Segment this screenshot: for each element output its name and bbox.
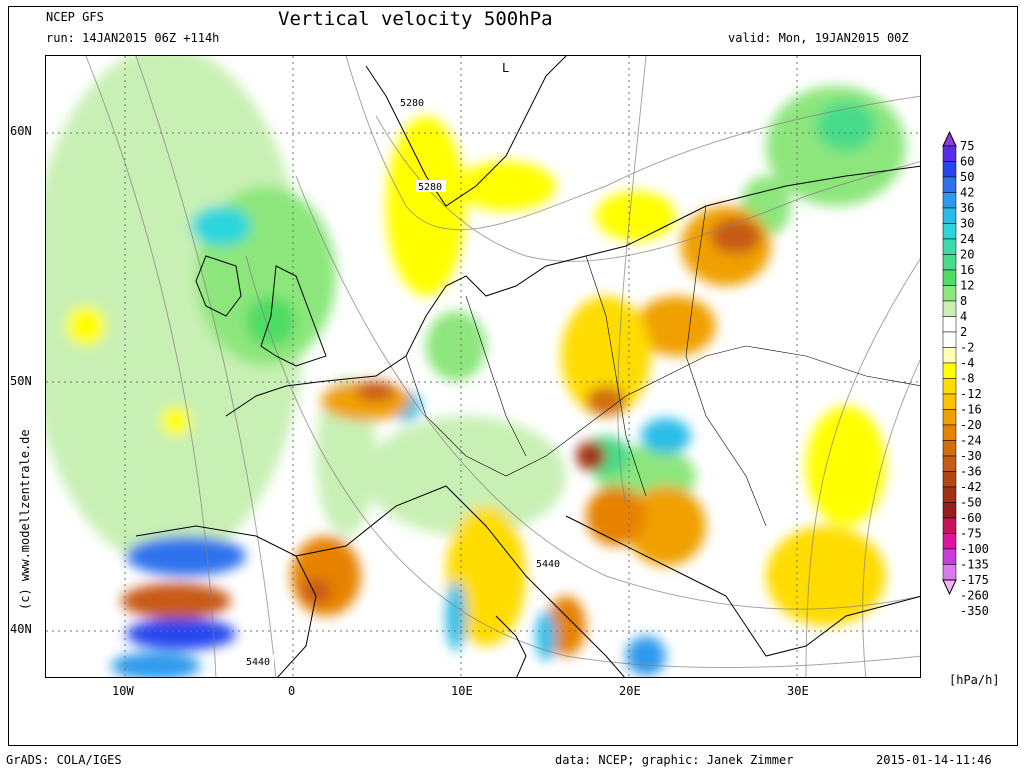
colorbar-swatch <box>942 424 957 441</box>
contour-label-5280-b: 5280 <box>418 182 442 193</box>
colorbar-swatch <box>942 176 957 193</box>
figure-frame <box>8 6 1018 746</box>
x-tick-0: 0 <box>288 684 296 698</box>
contour-label-5440-b: 5440 <box>246 657 270 668</box>
x-tick-10w: 10W <box>112 684 134 698</box>
colorbar-tick-label: -20 <box>960 418 982 432</box>
valid-time: valid: Mon, 19JAN2015 00Z <box>728 31 909 45</box>
colorbar-swatch <box>942 254 957 271</box>
coastlines <box>135 56 920 677</box>
colorbar-tick-label: 24 <box>960 232 974 246</box>
colorbar-tick-label: 8 <box>960 294 967 308</box>
colorbar-swatch <box>942 564 957 581</box>
colorbar-swatch <box>942 486 957 503</box>
colorbar-swatch <box>942 502 957 519</box>
contour-label-5440-a: 5440 <box>536 559 560 570</box>
colorbar-top-arrow <box>942 130 957 147</box>
colorbar-swatch <box>942 409 957 426</box>
colorbar-bottom-arrow <box>942 579 957 596</box>
colorbar-swatch <box>942 517 957 534</box>
colorbar-swatch <box>942 471 957 488</box>
colorbar-tick-label: -24 <box>960 434 982 448</box>
footer-credits: data: NCEP; graphic: Janek Zimmer <box>555 753 794 767</box>
colorbar-swatch <box>942 223 957 240</box>
colorbar-swatch <box>942 161 957 178</box>
colorbar-swatch <box>942 238 957 255</box>
low-pressure-marker: L <box>502 61 509 75</box>
y-tick-50n: 50N <box>10 374 32 388</box>
colorbar-unit: [hPa/h] <box>949 673 1000 687</box>
colorbar-swatch <box>942 440 957 457</box>
colorbar-tick-label: -75 <box>960 527 982 541</box>
colorbar-swatch <box>942 548 957 565</box>
colorbar-tick-label: -12 <box>960 387 982 401</box>
colorbar-tick-label: -50 <box>960 496 982 510</box>
footer-software: GrADS: COLA/IGES <box>6 753 122 767</box>
run-info: run: 14JAN2015 06Z +114h <box>46 31 220 45</box>
colorbar-tick-label: -8 <box>960 372 974 386</box>
colorbar-swatch <box>942 331 957 348</box>
colorbar-tick-label: -135 <box>960 558 989 572</box>
colorbar-swatch <box>942 533 957 550</box>
colorbar-swatch <box>942 145 957 162</box>
colorbar-tick-label: 2 <box>960 325 967 339</box>
colorbar-swatch <box>942 207 957 224</box>
colorbar-tick-label: -36 <box>960 465 982 479</box>
colorbar-swatch <box>942 285 957 302</box>
colorbar-tick-label: 75 <box>960 139 974 153</box>
colorbar-swatch <box>942 300 957 317</box>
colorbar-swatch <box>942 269 957 286</box>
colorbar-tick-label: 50 <box>960 170 974 184</box>
colorbar-tick-label: 30 <box>960 217 974 231</box>
watermark: (c) www.modellzentrale.de <box>18 429 32 610</box>
y-tick-60n: 60N <box>10 124 32 138</box>
colorbar-swatch <box>942 192 957 209</box>
colorbar-tick-label: -42 <box>960 480 982 494</box>
colorbar: 75605042363024201612842-2-4-8-12-16-20-2… <box>942 130 989 618</box>
colorbar-tick-label: 16 <box>960 263 974 277</box>
vertical-velocity-map: 5280 5280 5440 5440 L <box>46 56 920 677</box>
x-tick-20e: 20E <box>619 684 641 698</box>
colorbar-tick-label: -175 <box>960 573 989 587</box>
colorbar-swatch <box>942 362 957 379</box>
colorbar-tick-label: -100 <box>960 542 989 556</box>
colorbar-tick-label: -30 <box>960 449 982 463</box>
colorbar-tick-label: -16 <box>960 403 982 417</box>
contour-label-5280-a: 5280 <box>400 98 424 109</box>
model-source: NCEP GFS <box>46 10 104 24</box>
colorbar-tick-label: -2 <box>960 341 974 355</box>
colorbar-swatch <box>942 316 957 333</box>
borders <box>405 205 920 527</box>
x-tick-30e: 30E <box>787 684 809 698</box>
colorbar-swatch <box>942 455 957 472</box>
colorbar-swatch <box>942 378 957 395</box>
colorbar-tick-label: 60 <box>960 155 974 169</box>
colorbar-tick-label: 36 <box>960 201 974 215</box>
colorbar-tick-label: -260 <box>960 589 989 603</box>
graticule <box>46 56 920 677</box>
colorbar-swatch <box>942 393 957 410</box>
x-tick-10e: 10E <box>451 684 473 698</box>
colorbar-tick-label: -350 <box>960 604 989 618</box>
footer-timestamp: 2015-01-14-11:46 <box>876 753 992 767</box>
colorbar-tick-label: 4 <box>960 310 967 324</box>
colorbar-tick-label: 20 <box>960 248 974 262</box>
colorbar-swatch <box>942 347 957 364</box>
colorbar-tick-label: -60 <box>960 511 982 525</box>
height-contours <box>85 56 920 677</box>
colorbar-tick-label: 42 <box>960 186 974 200</box>
colorbar-tick-label: -4 <box>960 356 974 370</box>
chart-title: Vertical velocity 500hPa <box>278 8 553 30</box>
map-panel: 5280 5280 5440 5440 L <box>45 55 921 678</box>
y-tick-40n: 40N <box>10 622 32 636</box>
colorbar-tick-label: 12 <box>960 279 974 293</box>
